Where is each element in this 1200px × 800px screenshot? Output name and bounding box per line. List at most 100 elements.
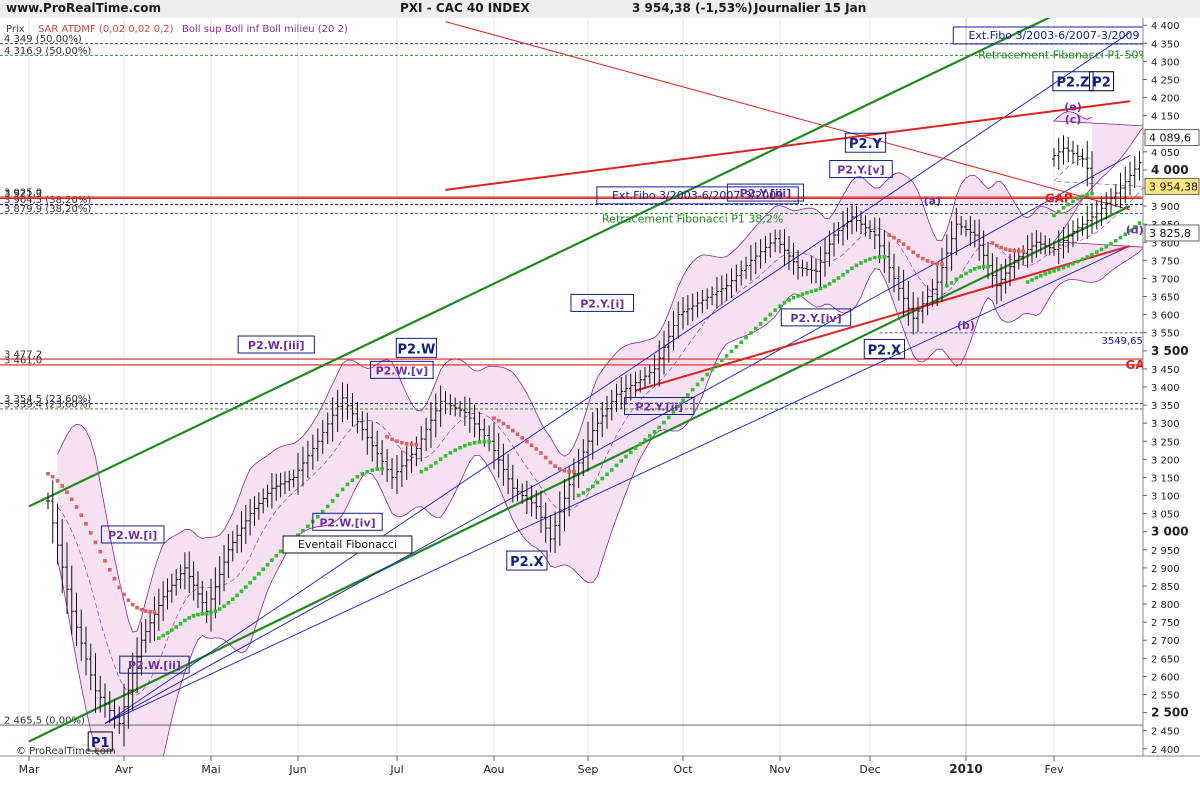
wave-label: P2.W.[v] [376, 364, 429, 377]
sar-dot [686, 393, 690, 397]
y-tick-label: 3 100 [1151, 492, 1180, 503]
sar-dot [365, 469, 370, 474]
wave-label: P2.X [510, 555, 544, 570]
annotation: Retracement Fibonacci P1 50% [978, 49, 1149, 62]
sar-dot [230, 597, 235, 602]
wave-labels: P2.W.[i] P2.W.[ii] P2.W.[iii] P2.W.[iv] P2.W… [87, 26, 1156, 752]
sar-dot [534, 447, 539, 451]
sar-dot [414, 442, 419, 447]
sar-dot [576, 493, 581, 498]
x-tick-label: Fev [1044, 763, 1063, 776]
fibo-level-label: 3 339,4 (23,60%) [4, 399, 91, 410]
sar-dot [325, 504, 330, 509]
sar-dot [511, 428, 515, 433]
wave-label: P2.X [868, 343, 902, 358]
sar-dot [50, 474, 55, 479]
sar-dot [316, 514, 320, 519]
sar-dot [375, 467, 379, 471]
wave-label: P2.Y.[v] [837, 164, 884, 177]
annotation-text: Eventail Fibonacci [298, 538, 397, 551]
grid [28, 18, 1055, 756]
sar-dot [600, 476, 605, 481]
wave-label-box [119, 655, 190, 674]
sar-dot [419, 469, 424, 474]
sar-dot [360, 472, 365, 476]
x-tick-label: Dec [859, 763, 880, 776]
cac40-chart[interactable]: 4 349 (50,00%)4 316,9 (50,00%)3 925,03 9… [0, 18, 1200, 800]
sar-dot [424, 467, 428, 471]
sar-dot [434, 461, 438, 465]
sar-dot [350, 478, 355, 482]
sar-dot [633, 446, 638, 450]
y-tick-label: 2 650 [1151, 654, 1180, 665]
sar-dot [690, 387, 695, 392]
sar-dot [814, 288, 818, 293]
bollinger-fill [57, 111, 1145, 776]
sar-dot [758, 321, 763, 326]
price-axis: 2 400 2 450 2 500 2 550 2 600 2 650 2 700 2 750… [1142, 18, 1200, 756]
bollinger-lower [57, 195, 1146, 777]
sar-dot [614, 463, 619, 468]
sar-dot [715, 363, 719, 367]
sar-dot [345, 482, 350, 487]
instrument-name: PXI - CAC 40 INDEX [400, 1, 530, 15]
sar-dot [1034, 275, 1039, 280]
sar-dot [1003, 247, 1008, 251]
sar-dot [911, 250, 915, 255]
sar-dot [1118, 235, 1123, 240]
y-tick-label: 3 250 [1151, 437, 1180, 448]
sar-dot [130, 602, 135, 607]
y-tick-label: 4 200 [1151, 94, 1180, 105]
sar-dot [990, 241, 995, 245]
sar-dot [525, 439, 529, 444]
y-tick-label: 3 750 [1151, 256, 1180, 267]
sar-dot [782, 300, 787, 305]
y-tick-label: 3 450 [1151, 365, 1180, 376]
sar-dot [515, 432, 520, 437]
wave-label: (e) [1064, 100, 1082, 113]
y-tick-label: 2 800 [1151, 600, 1180, 611]
y-tick-label: 3 600 [1151, 311, 1180, 322]
sar-dot [174, 625, 178, 629]
sar-dot [278, 549, 283, 554]
x-tick-label: Sep [578, 763, 599, 776]
sar-dot [863, 259, 868, 263]
sar-dot [235, 593, 239, 598]
sar-dot [148, 609, 152, 614]
sar-dot [1137, 221, 1142, 225]
sar-dot [1052, 213, 1056, 218]
sar-dot [320, 509, 325, 514]
sar-dot [539, 451, 543, 455]
sar-dot [805, 290, 809, 295]
sar-dot [69, 497, 74, 502]
sar-dot [935, 261, 939, 266]
sar-dot [1047, 270, 1052, 275]
sar-dot [209, 611, 213, 615]
wave-label: P2.Y [849, 137, 883, 152]
sar-dot [252, 576, 257, 581]
sar-dot [901, 242, 906, 246]
sar-dot [239, 589, 244, 594]
sar-dot [65, 490, 69, 494]
wave-label-box [1052, 71, 1094, 92]
sar-dot [882, 255, 887, 259]
sar-dot [590, 484, 595, 489]
sar-dot [800, 292, 805, 297]
sar-dot [949, 281, 954, 285]
sar-dot [548, 460, 553, 465]
sar-dot [152, 610, 157, 614]
sar-dot [581, 491, 586, 495]
axis-marker-label: 4 089,6 [1149, 132, 1191, 145]
sar-dot [183, 618, 187, 623]
sar-dot [340, 487, 345, 492]
fibo-level-label: 4 349 (50,00%) [4, 34, 82, 45]
sar-dot [429, 464, 433, 469]
sar-dot [117, 585, 122, 590]
sar-dot [964, 271, 968, 276]
y-tick-label: 3 650 [1151, 293, 1180, 304]
sar-dot [841, 272, 845, 277]
wave-label-box [87, 731, 113, 752]
sar-dot [161, 633, 165, 638]
x-tick-label: Nov [769, 763, 791, 776]
site-name[interactable]: www.ProRealTime.com [6, 1, 161, 15]
